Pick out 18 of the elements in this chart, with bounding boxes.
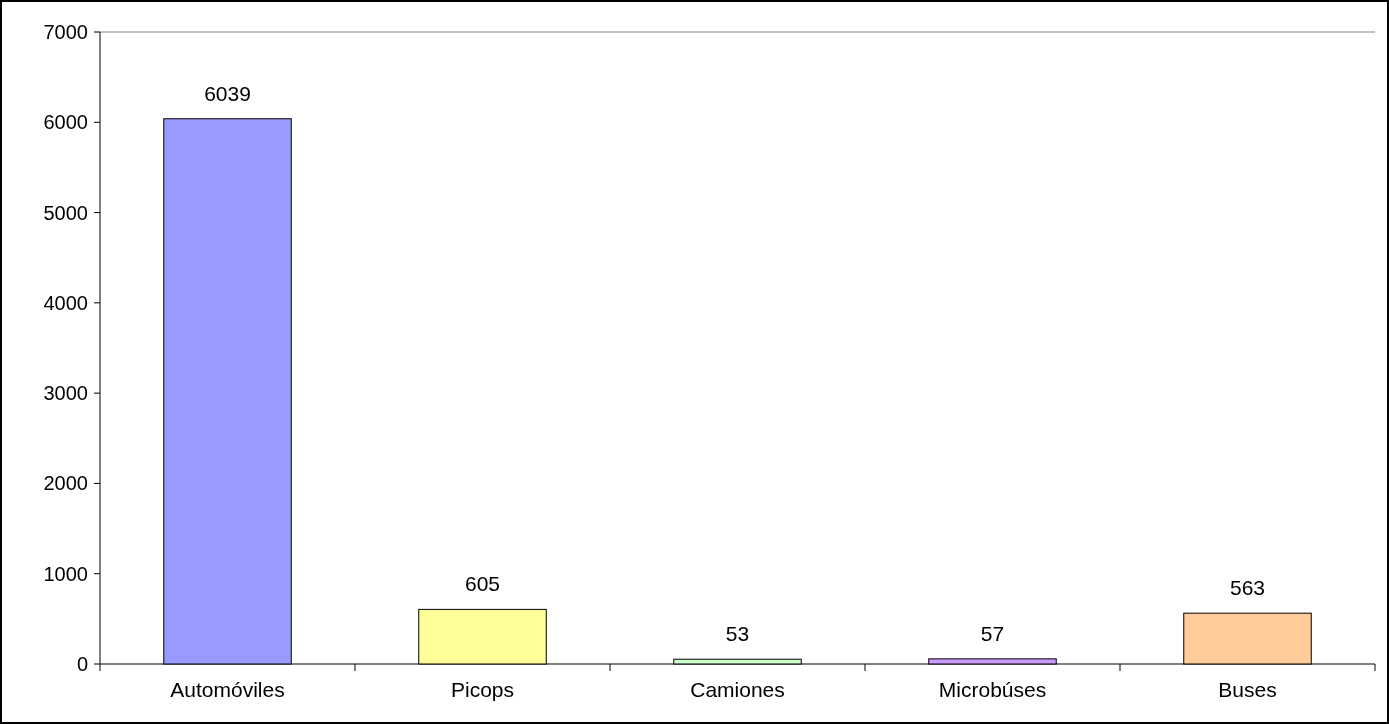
data-label: 563 (1229, 576, 1266, 600)
x-tick-label: Microbúses (938, 678, 1047, 701)
x-tick-label: Camiones (690, 678, 785, 701)
y-tick-label: 7000 (43, 21, 88, 43)
x-tick-label: Buses (1218, 678, 1277, 701)
x-tick-label: Picops (450, 678, 515, 701)
data-label: 6039 (204, 81, 251, 105)
y-tick-label: 4000 (43, 291, 88, 314)
data-label: 605 (464, 572, 501, 596)
y-tick-label: 0 (76, 653, 88, 675)
y-tick-label: 3000 (43, 382, 88, 405)
y-tick-label: 6000 (43, 111, 88, 134)
x-tick-label: Automóviles (170, 678, 285, 701)
y-tick-label: 1000 (43, 562, 88, 585)
y-tick-label: 2000 (43, 472, 88, 495)
data-label: 57 (980, 621, 1005, 645)
data-label: 53 (725, 622, 750, 646)
y-tick-label: 5000 (43, 201, 88, 224)
